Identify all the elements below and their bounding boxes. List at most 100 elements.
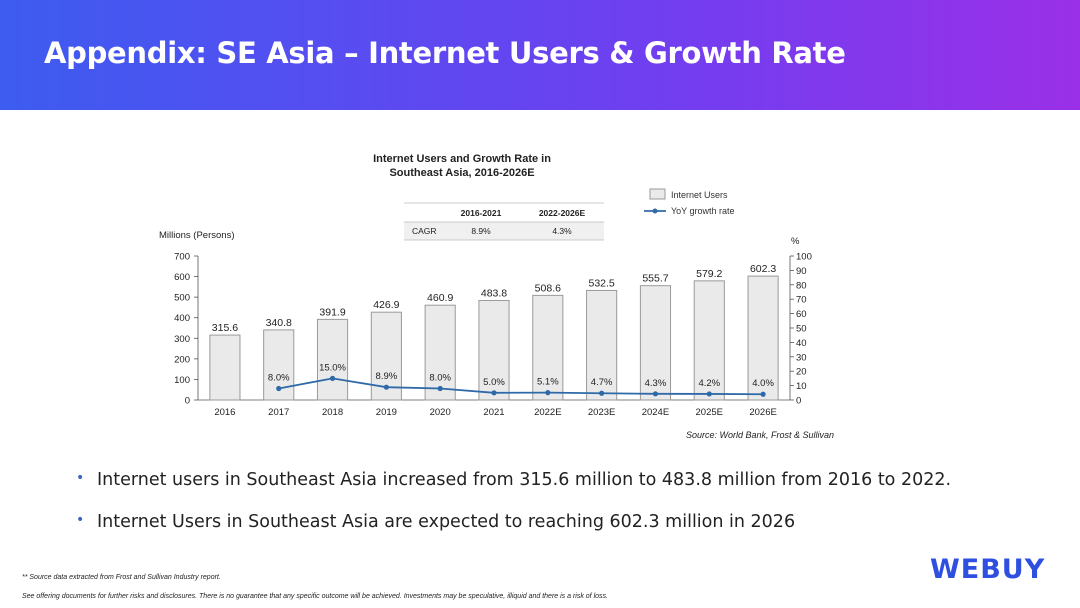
bar-value-label: 555.7 [642,273,668,285]
growth-rate-label: 4.3% [645,378,667,389]
x-tick-label: 2022E [534,407,561,418]
x-tick-label: 2020 [430,407,451,418]
y-tick-label: 300 [174,334,190,345]
cagr-header: 2016-2021 [461,208,502,218]
growth-rate-line [278,377,764,396]
y-tick-label: 700 [174,252,190,263]
cagr-row-background [404,222,604,240]
growth-rate-label: 4.2% [698,378,720,389]
header-banner: Appendix: SE Asia – Internet Users & Gro… [0,0,1080,110]
y-tick-label: 400 [174,313,190,324]
bar-internet-users [586,289,618,401]
webuy-logo: WEBUY [930,554,1046,585]
x-tick-label: 2023E [588,407,615,418]
bullet-text: Internet users in Southeast Asia increas… [97,470,952,490]
y2-tick-label: 90 [796,266,807,277]
growth-rate-label: 5.0% [483,377,505,388]
bullet-item: • Internet users in Southeast Asia incre… [76,470,951,490]
bar-value-label: 315.6 [212,322,238,334]
y2-tick-label: 80 [796,280,807,291]
x-tick-label: 2016 [214,407,235,418]
cagr-header: 2022-2026E [539,208,586,218]
y2-tick-label: 50 [796,324,807,335]
bar-internet-users [209,334,241,401]
bar-value-label: 579.2 [696,268,722,280]
growth-rate-label: 4.0% [752,378,774,389]
y2-tick-label: 10 [796,381,807,392]
source-footnote: ** Source data extracted from Frost and … [22,574,221,581]
y2-tick-label: 40 [796,338,807,349]
chart-source: Source: World Bank, Frost & Sullivan [686,430,834,440]
bar-value-label: 508.6 [535,282,561,294]
y-tick-label: 200 [174,354,190,365]
chart-title-line: Southeast Asia, 2016-2026E [389,167,534,179]
slide-title: Appendix: SE Asia – Internet Users & Gro… [44,36,846,70]
x-tick-label: 2017 [268,407,289,418]
bar-internet-users [639,285,672,401]
y-tick-label: 0 [185,396,190,407]
y-tick-label: 500 [174,293,190,304]
bullet-dot-icon: • [76,470,85,486]
bar-value-label: 532.5 [588,277,614,289]
y2-tick-label: 0 [796,396,801,407]
cagr-cell: 8.9% [471,226,491,236]
growth-rate-point [599,390,605,396]
y2-tick-label: 70 [796,295,807,306]
bar-value-label: 340.8 [266,317,292,329]
bar-internet-users [478,299,510,401]
bar-internet-users [316,318,349,401]
growth-rate-label: 8.0% [268,372,290,383]
bar-internet-users [693,280,725,401]
x-tick-label: 2019 [376,407,397,418]
x-tick-label: 2021 [483,407,504,418]
x-tick-label: 2018 [322,407,343,418]
bar-internet-users [532,294,564,401]
legend-bar-swatch [649,188,666,200]
chart-container: Internet Users and Growth Rate in Southea… [150,140,850,450]
internet-users-chart: Internet Users and Growth Rate in Southea… [159,153,834,440]
bullet-text: Internet Users in Southeast Asia are exp… [97,512,796,532]
x-tick-label: 2025E [696,407,723,418]
growth-rate-label: 5.1% [537,377,559,388]
growth-rate-point [545,390,551,396]
cagr-cell: 4.3% [552,226,572,236]
bar-internet-users [424,304,456,401]
cagr-cell: CAGR [412,226,437,236]
growth-rate-point [652,391,659,397]
y2-tick-label: 20 [796,367,807,378]
growth-rate-point [276,385,282,392]
disclaimer-footnote: See offering documents for further risks… [22,593,608,600]
y2-tick-label: 60 [796,309,807,320]
bullet-list: • Internet users in Southeast Asia incre… [76,470,951,554]
growth-rate-label: 4.7% [591,377,613,388]
growth-rate-point [491,390,497,396]
chart-title-line: Internet Users and Growth Rate in [373,153,551,165]
bullet-dot-icon: • [76,512,85,528]
x-tick-label: 2026E [749,407,776,418]
bullet-item: • Internet Users in Southeast Asia are e… [76,512,951,532]
bar-value-label: 602.3 [750,263,776,275]
growth-rate-label: 8.0% [429,372,451,383]
y-tick-label: 600 [174,272,190,283]
legend-label: YoY growth rate [671,206,735,216]
growth-rate-label: 15.0% [319,362,346,373]
growth-rate-point [760,391,766,397]
bar-internet-users [747,275,779,401]
growth-rate-point [706,391,712,397]
y-tick-label: 100 [174,375,190,386]
x-tick-label: 2024E [642,407,669,418]
growth-rate-point [437,385,443,392]
y-axis-label: Millions (Persons) [159,230,235,241]
y2-axis-label: % [791,236,800,247]
bar-value-label: 426.9 [373,299,399,311]
legend-line-marker [652,208,658,214]
bar-value-label: 460.9 [427,292,453,304]
growth-rate-label: 8.9% [376,371,398,382]
legend-label: Internet Users [671,190,728,200]
y2-tick-label: 30 [796,352,807,363]
bar-value-label: 483.8 [481,287,507,299]
growth-rate-point [383,384,389,390]
growth-rate-point [329,375,336,381]
y2-tick-label: 100 [796,252,812,263]
bar-value-label: 391.9 [319,306,345,318]
